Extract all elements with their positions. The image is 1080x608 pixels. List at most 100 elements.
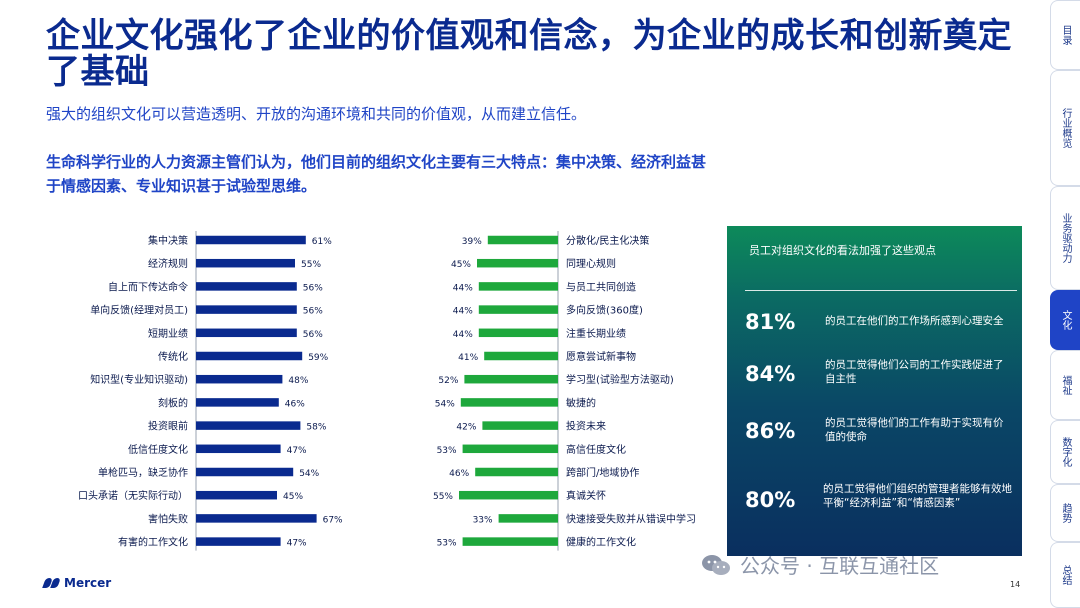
tab-industry-overview[interactable]: 行业概览 [1050, 70, 1080, 186]
left-bar [196, 514, 317, 523]
left-bar-category: 传统化 [158, 350, 188, 363]
right-bar-category: 愿意尝试新事物 [566, 350, 636, 363]
mercer-logo: Mercer [42, 576, 112, 590]
left-bar-value: 45% [283, 492, 303, 502]
page-subtitle: 强大的组织文化可以营造透明、开放的沟通环境和共同的价值观，从而建立信任。 [46, 105, 587, 123]
right-bar-category: 多向反馈(360度) [566, 304, 643, 317]
right-bar-value: 55% [433, 492, 453, 502]
left-bar-category: 集中决策 [148, 234, 188, 247]
left-bar [196, 444, 281, 454]
right-bar [478, 282, 558, 291]
tab-digital[interactable]: 数字化 [1050, 420, 1080, 484]
right-bar [487, 235, 558, 245]
panel-divider [745, 290, 1017, 291]
right-bar-category: 学习型(试验型方法驱动) [566, 373, 674, 386]
left-bar-value: 67% [323, 515, 343, 525]
stat-percent: 80% [745, 488, 796, 512]
wechat-icon [702, 554, 730, 575]
tab-wellbeing[interactable]: 福祉 [1050, 350, 1080, 420]
right-bar-value: 41% [458, 353, 478, 363]
stats-panel: 员工对组织文化的看法加强了这些观点 81% 的员工在他们的工作场所感到心理安全 … [727, 226, 1022, 556]
right-bar-category: 跨部门/地域协作 [566, 466, 639, 479]
right-bar-value: 42% [456, 423, 476, 433]
right-bar [462, 537, 558, 546]
stat-percent: 84% [745, 362, 796, 386]
right-bar-value: 46% [449, 469, 469, 479]
page-title: 企业文化强化了企业的价值观和信念，为企业的成长和创新奠定了基础 [46, 16, 1012, 92]
right-bar [484, 351, 558, 361]
left-bar-category: 害怕失败 [148, 512, 188, 525]
tab-summary[interactable]: 总结 [1050, 542, 1080, 608]
right-bar [459, 490, 558, 500]
right-bar-category: 高信任度文化 [566, 443, 626, 456]
tab-trends[interactable]: 趋势 [1050, 484, 1080, 542]
right-bar-category: 注重长期业绩 [566, 327, 626, 340]
left-bar-value: 56% [303, 330, 323, 340]
watermark-text: 公众号 · 互联互通社区 [740, 554, 940, 578]
right-bar-category: 分散化/民主化决策 [566, 234, 649, 247]
stat-percent: 86% [745, 419, 796, 443]
right-bar-value: 44% [453, 330, 473, 340]
left-bar-category: 短期业绩 [148, 327, 188, 340]
left-bar-value: 47% [287, 446, 307, 456]
left-bar-category: 知识型(专业知识驱动) [90, 373, 188, 386]
left-bar-value: 59% [308, 353, 328, 363]
right-bar-value: 53% [437, 446, 457, 456]
left-bar-value: 47% [287, 539, 307, 549]
stat-text: 的员工觉得他们的工作有助于实现有价值的使命 [825, 417, 1004, 443]
right-bar-category: 真诚关怀 [566, 489, 606, 502]
right-bar [478, 305, 558, 314]
left-bar-value: 46% [285, 399, 305, 409]
left-bar-value: 56% [303, 307, 323, 317]
right-bar-category: 与员工共同创造 [566, 280, 636, 293]
left-bar-value: 61% [312, 237, 332, 247]
left-bar-value: 56% [303, 283, 323, 293]
left-bar-category: 投资眼前 [148, 420, 188, 433]
tab-contents[interactable]: 目录 [1050, 0, 1080, 70]
left-bar [196, 328, 297, 338]
left-bar-value: 54% [299, 469, 319, 479]
right-bar [464, 374, 558, 384]
intro-text: 生命科学行业的人力资源主管们认为，他们目前的组织文化主要有三大特点：集中决策、经… [46, 153, 707, 195]
section-nav: 目录 行业概览 业务驱动力 文化 福祉 数字化 趋势 总结 [1050, 0, 1080, 608]
mercer-logo-icon [42, 578, 61, 588]
right-bar [498, 514, 558, 523]
right-bar-value: 52% [438, 376, 458, 386]
right-bar [482, 421, 558, 430]
left-bar-value: 55% [301, 260, 321, 270]
tab-culture[interactable]: 文化 [1050, 290, 1080, 350]
right-bar [462, 444, 558, 454]
right-bar-value: 44% [453, 307, 473, 317]
left-bar [196, 467, 294, 477]
left-bar [196, 398, 279, 407]
right-bar [477, 258, 558, 268]
right-bar-value: 44% [453, 283, 473, 293]
right-bar-value: 54% [435, 399, 455, 409]
left-bar-category: 有害的工作文化 [118, 536, 188, 549]
panel-heading: 员工对组织文化的看法加强了这些观点 [749, 244, 936, 257]
logo-text: Mercer [64, 576, 112, 590]
stat-text: 的员工觉得他们公司的工作实践促进了自主性 [825, 359, 1004, 385]
right-bar-category: 快速接受失败并从错误中学习 [566, 512, 696, 525]
tab-business-drivers[interactable]: 业务驱动力 [1050, 186, 1080, 290]
left-bar-category: 经济规则 [148, 257, 188, 270]
left-bar-category: 低信任度文化 [128, 443, 188, 456]
stat-text: 的员工在他们的工作场所感到心理安全 [825, 315, 1004, 327]
left-bar-value: 58% [306, 423, 326, 433]
right-bar-category: 同理心规则 [566, 257, 616, 270]
left-bar [196, 305, 297, 314]
left-bar-value: 48% [288, 376, 308, 386]
left-bar [196, 490, 277, 500]
stat-text: 的员工觉得他们组织的管理者能够有效地平衡“经济利益”和“情感因素” [823, 483, 1012, 509]
right-bar-value: 39% [462, 237, 482, 247]
right-bar [475, 467, 558, 477]
right-bar-category: 敏捷的 [566, 396, 596, 409]
left-bar [196, 282, 297, 291]
right-bar-value: 45% [451, 260, 471, 270]
left-bar-category: 刻板的 [158, 396, 188, 409]
right-bar-category: 健康的工作文化 [566, 536, 636, 549]
left-bar [196, 374, 283, 384]
right-bar-value: 33% [473, 515, 493, 525]
right-bar-value: 53% [437, 539, 457, 549]
